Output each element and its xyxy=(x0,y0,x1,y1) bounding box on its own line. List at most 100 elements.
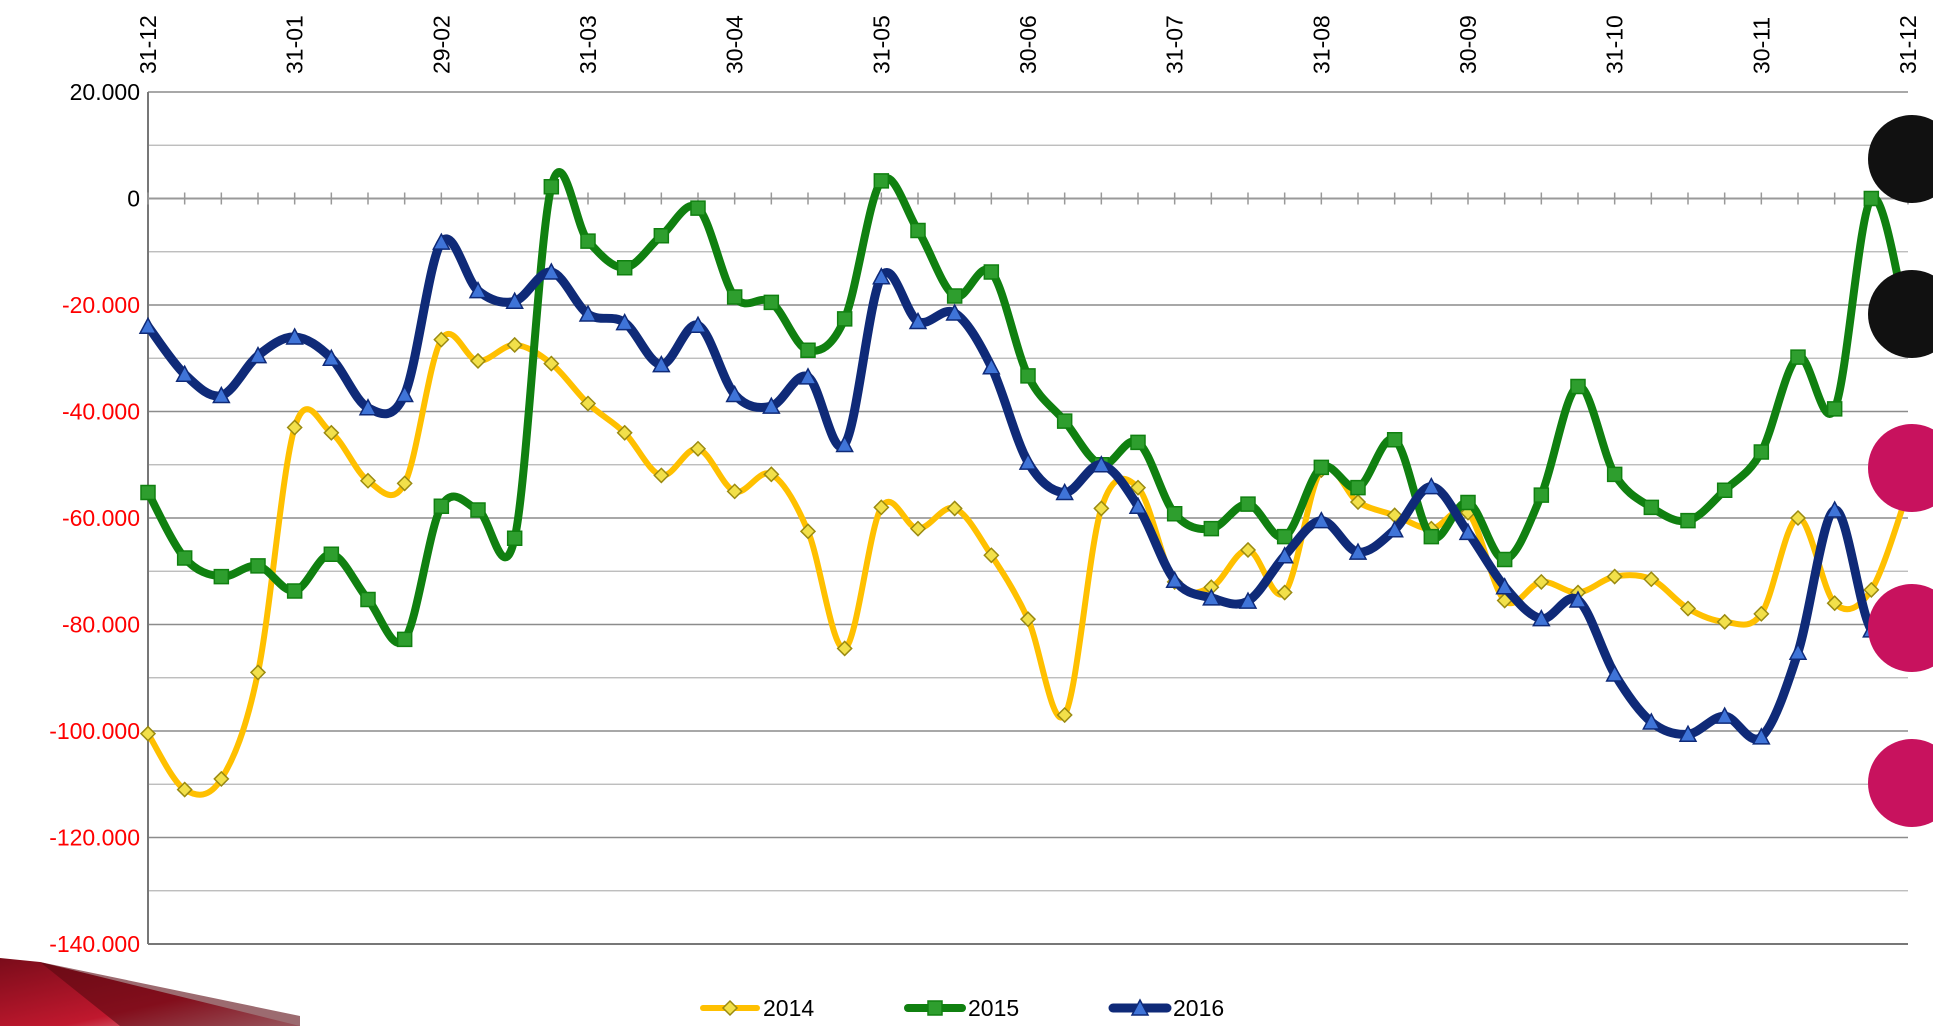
decoration-circle xyxy=(1868,115,1933,203)
marker xyxy=(1460,494,1476,511)
marker xyxy=(1532,609,1551,627)
y-tick-label: 0 xyxy=(127,186,140,212)
marker xyxy=(1422,476,1441,495)
marker xyxy=(800,342,816,359)
marker xyxy=(763,294,780,311)
marker xyxy=(726,289,743,305)
marker xyxy=(1643,499,1660,516)
marker xyxy=(762,396,781,414)
marker xyxy=(909,520,927,537)
marker xyxy=(872,267,891,285)
decoration-circle xyxy=(1868,584,1933,672)
series-markers xyxy=(139,331,1917,798)
marker xyxy=(1275,546,1294,564)
marker xyxy=(835,434,854,453)
marker xyxy=(1423,528,1440,545)
marker xyxy=(798,367,818,385)
marker xyxy=(432,232,451,250)
marker xyxy=(1238,591,1258,609)
marker xyxy=(1092,455,1111,473)
marker xyxy=(1203,520,1220,537)
marker xyxy=(1605,664,1624,682)
marker xyxy=(1130,434,1146,451)
marker xyxy=(983,264,1000,280)
marker xyxy=(1056,706,1073,724)
decoration-circle xyxy=(1868,270,1933,358)
marker xyxy=(1312,511,1331,529)
marker xyxy=(506,530,523,546)
marker xyxy=(1678,724,1698,742)
marker xyxy=(542,262,561,280)
marker xyxy=(616,424,633,441)
x-tick-label: 30-04 xyxy=(722,15,748,74)
marker xyxy=(725,384,744,403)
y-tick-label: -80.000 xyxy=(62,612,140,638)
marker xyxy=(873,499,890,516)
marker xyxy=(433,498,450,515)
marker xyxy=(212,385,231,404)
marker xyxy=(1386,431,1403,448)
marker xyxy=(1753,605,1770,622)
marker xyxy=(323,546,340,562)
marker xyxy=(1643,571,1660,588)
marker xyxy=(653,228,670,244)
marker xyxy=(1568,590,1588,608)
marker xyxy=(1533,487,1550,503)
marker xyxy=(176,781,193,798)
marker xyxy=(433,331,450,348)
x-tick-label: 31-12 xyxy=(1895,15,1921,74)
marker xyxy=(286,419,303,436)
marker xyxy=(1788,642,1808,660)
marker xyxy=(1458,522,1478,541)
marker xyxy=(139,725,157,742)
decoration-circle xyxy=(1868,739,1933,827)
marker xyxy=(688,315,708,333)
marker xyxy=(1056,413,1073,429)
x-tick-label: 31-05 xyxy=(868,15,894,74)
x-tick-label: 31-08 xyxy=(1308,15,1334,74)
x-tick-label: 30-11 xyxy=(1748,17,1774,74)
marker xyxy=(945,303,964,321)
marker xyxy=(616,259,633,276)
y-tick-label: 20.000 xyxy=(70,79,140,105)
x-tick-label: 29-02 xyxy=(428,15,454,74)
marker xyxy=(1166,505,1183,522)
marker xyxy=(653,467,670,484)
marker xyxy=(1716,482,1733,499)
marker xyxy=(799,523,817,540)
marker xyxy=(505,291,524,310)
marker xyxy=(468,281,488,299)
legend-label: 2014 xyxy=(763,995,814,1021)
marker xyxy=(1020,368,1036,384)
x-tick-label: 31-03 xyxy=(575,15,601,74)
y-tick-label: -20.000 xyxy=(62,292,140,318)
marker xyxy=(1129,479,1147,496)
legend-marker xyxy=(1130,998,1150,1016)
marker xyxy=(578,304,598,322)
marker xyxy=(1863,581,1880,598)
marker xyxy=(1752,727,1771,745)
marker xyxy=(1716,613,1733,630)
marker xyxy=(1642,712,1661,730)
marker xyxy=(1349,493,1367,511)
marker xyxy=(580,233,596,249)
x-tick-label: 30-06 xyxy=(1015,15,1041,74)
marker xyxy=(1533,573,1550,590)
marker xyxy=(358,398,378,416)
marker xyxy=(1055,482,1074,501)
marker xyxy=(213,568,230,585)
marker xyxy=(1385,520,1404,538)
marker xyxy=(1018,452,1038,470)
series-line xyxy=(143,234,1913,744)
legend-label: 2016 xyxy=(1173,995,1224,1021)
marker xyxy=(469,352,487,369)
marker xyxy=(1240,496,1256,512)
marker xyxy=(652,355,671,373)
marker xyxy=(1202,588,1221,606)
marker xyxy=(1789,509,1807,527)
series-markers xyxy=(140,173,1916,648)
marker xyxy=(1019,611,1037,628)
marker xyxy=(175,364,194,382)
marker xyxy=(1790,349,1806,365)
